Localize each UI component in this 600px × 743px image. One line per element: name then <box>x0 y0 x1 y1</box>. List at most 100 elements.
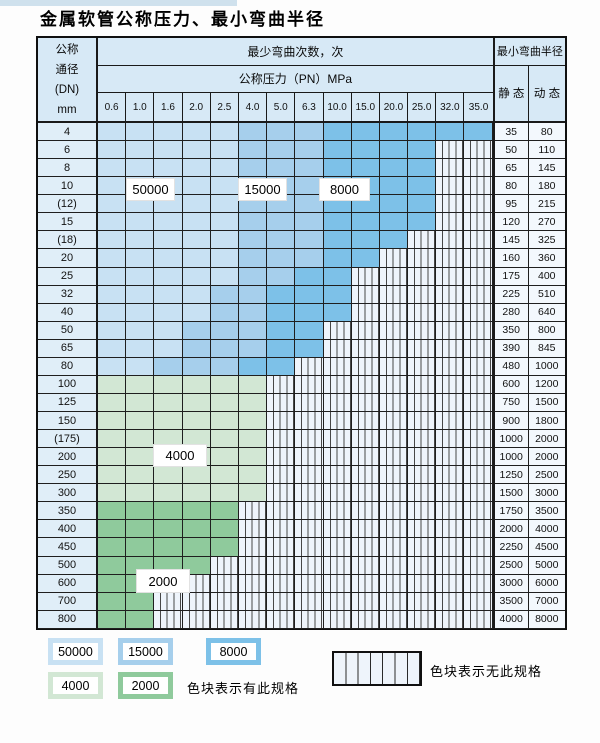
spec-available-cell <box>295 267 324 286</box>
pressure-tick: 6.3 <box>295 93 324 121</box>
spec-unavailable-cell <box>436 321 465 340</box>
spec-available-cell <box>126 430 155 449</box>
spec-available-cell <box>238 159 268 178</box>
spec-available-cell <box>379 231 409 250</box>
spec-available-cell <box>238 123 268 142</box>
dn-label: 65 <box>38 339 98 358</box>
dynamic-radius-value: 180 <box>528 177 565 196</box>
dynamic-radius-value: 325 <box>528 231 565 250</box>
spec-unavailable-cell <box>464 231 493 250</box>
dn-label: 8 <box>38 159 98 178</box>
spec-unavailable-cell <box>295 466 324 485</box>
dn-label: 350 <box>38 502 98 521</box>
spec-unavailable-cell <box>267 574 296 593</box>
static-radius-value: 600 <box>492 375 529 394</box>
spec-unavailable-cell <box>408 574 437 593</box>
spec-unavailable-cell <box>267 538 296 557</box>
spec-available-cell <box>98 520 127 539</box>
spec-unavailable-cell <box>464 393 493 412</box>
legend-swatch-label: 2000 <box>123 677 168 694</box>
pressure-tick: 1.6 <box>154 93 183 121</box>
spec-available-cell <box>210 303 239 322</box>
spec-available-cell <box>98 195 127 214</box>
table-row: 32 225 510 <box>38 285 565 304</box>
spec-unavailable-cell <box>464 267 493 286</box>
spec-available-cell <box>323 303 352 322</box>
spec-unavailable-cell <box>238 502 268 521</box>
spec-available-cell <box>323 267 352 286</box>
static-radius-value: 1000 <box>492 430 529 449</box>
spec-available-cell <box>267 231 296 250</box>
spec-available-cell <box>295 249 324 268</box>
spec-available-cell <box>295 303 324 322</box>
spec-available-cell <box>98 484 127 503</box>
spec-available-cell <box>351 123 380 142</box>
spec-available-cell <box>267 303 296 322</box>
spec-available-cell <box>351 213 380 232</box>
spec-available-cell <box>238 141 268 160</box>
spec-unavailable-cell <box>464 195 493 214</box>
spec-unavailable-cell <box>351 574 380 593</box>
spec-available-cell <box>126 339 155 358</box>
dn-label: 700 <box>38 592 98 611</box>
spec-unavailable-cell <box>464 502 493 521</box>
spec-available-cell <box>98 285 127 304</box>
static-radius-value: 95 <box>492 195 529 214</box>
dn-label: 150 <box>38 412 98 431</box>
table-row: 25 175 400 <box>38 267 565 286</box>
spec-available-cell <box>98 123 127 142</box>
dynamic-radius-value: 510 <box>528 285 565 304</box>
spec-available-cell <box>267 321 296 340</box>
spec-available-cell <box>98 249 127 268</box>
spec-available-cell <box>98 556 127 575</box>
spec-unavailable-cell <box>210 556 239 575</box>
static-radius-value: 2500 <box>492 556 529 575</box>
spec-available-cell <box>154 141 183 160</box>
spec-available-cell <box>126 448 155 467</box>
spec-available-cell <box>210 412 239 431</box>
static-radius-value: 1500 <box>492 484 529 503</box>
spec-unavailable-cell <box>408 430 437 449</box>
spec-available-cell <box>210 357 239 376</box>
dn-label: 40 <box>38 303 98 322</box>
spec-available-cell <box>210 375 239 394</box>
spec-unavailable-cell <box>379 303 409 322</box>
legend-unavailable-text: 色块表示无此规格 <box>430 664 543 679</box>
spec-unavailable-cell <box>408 339 437 358</box>
dn-label: 20 <box>38 249 98 268</box>
spec-unavailable-cell <box>351 393 380 412</box>
spec-unavailable-cell <box>464 610 493 629</box>
spec-available-cell <box>126 375 155 394</box>
spec-available-cell <box>126 213 155 232</box>
pressure-tick: 32.0 <box>436 93 465 121</box>
dynamic-radius-value: 215 <box>528 195 565 214</box>
spec-available-cell <box>182 375 211 394</box>
spec-unavailable-cell <box>323 484 352 503</box>
spec-unavailable-cell <box>351 520 380 539</box>
dn-column-header: 公称 通径 (DN) mm <box>38 38 98 121</box>
spec-unavailable-cell <box>351 375 380 394</box>
table-row: 200 1000 2000 <box>38 448 565 467</box>
spec-unavailable-cell <box>267 592 296 611</box>
spec-unavailable-cell <box>464 321 493 340</box>
legend-swatch-label: 15000 <box>123 643 168 660</box>
spec-unavailable-cell <box>238 610 268 629</box>
nominal-pressure-header: 公称压力（PN）MPa <box>98 65 493 94</box>
spec-unavailable-cell <box>436 231 465 250</box>
dynamic-radius-value: 270 <box>528 213 565 232</box>
spec-unavailable-cell <box>238 538 268 557</box>
pressure-tick-row: 0.6 1.0 1.6 2.0 2.5 4.0 5.0 6.3 10.0 15.0 20.0 25.0… <box>98 93 493 121</box>
table-row: 250 1250 2500 <box>38 466 565 485</box>
spec-available-cell <box>126 538 155 557</box>
spec-available-cell <box>126 303 155 322</box>
spec-available-cell <box>98 393 127 412</box>
table-row: 125 750 1500 <box>38 393 565 412</box>
spec-unavailable-cell <box>436 393 465 412</box>
spec-available-cell <box>182 231 211 250</box>
dn-label: 32 <box>38 285 98 304</box>
spec-unavailable-cell <box>323 448 352 467</box>
spec-available-cell <box>295 141 324 160</box>
spec-available-cell <box>98 375 127 394</box>
spec-unavailable-cell <box>238 520 268 539</box>
spec-available-cell <box>238 375 268 394</box>
